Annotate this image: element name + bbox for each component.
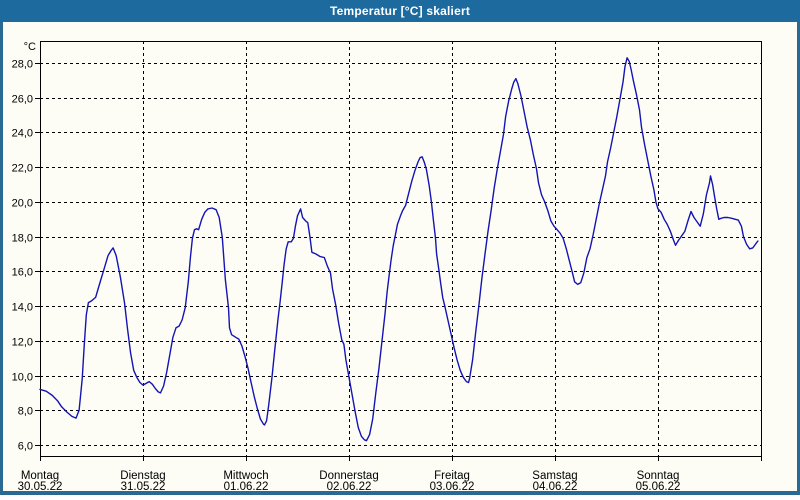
y-tick-label: 18,0	[12, 233, 33, 245]
y-tick-label: 28,0	[12, 59, 33, 71]
x-day-date-label: 05.06.22	[636, 481, 681, 493]
y-tick-label: 26,0	[12, 94, 33, 106]
x-day-date-label: 30.05.22	[18, 481, 63, 493]
x-day-name-label: Freitag	[434, 470, 470, 482]
y-tick-label: 6,0	[18, 441, 33, 453]
y-tick-label: 24,0	[12, 128, 33, 140]
x-day-name-label: Dienstag	[120, 470, 165, 482]
x-day-date-label: 31.05.22	[121, 481, 166, 493]
x-day-date-label: 02.06.22	[327, 481, 372, 493]
x-day-name-label: Mittwoch	[223, 470, 268, 482]
y-tick-label: 16,0	[12, 267, 33, 279]
x-day-date-label: 03.06.22	[430, 481, 475, 493]
x-day-date-label: 01.06.22	[224, 481, 269, 493]
window-title: Temperatur [°C] skaliert	[329, 4, 471, 18]
y-tick-label: 10,0	[12, 372, 33, 384]
y-tick-label: 14,0	[12, 302, 33, 314]
x-day-date-label: 04.06.22	[533, 481, 578, 493]
y-tick-label: 20,0	[12, 198, 33, 210]
x-day-name-label: Sonntag	[637, 470, 680, 482]
x-day-name-label: Samstag	[532, 470, 577, 482]
y-tick-label: 8,0	[18, 406, 33, 418]
window-titlebar[interactable]: Temperatur [°C] skaliert	[0, 0, 800, 22]
x-day-name-label: Montag	[21, 470, 59, 482]
temperature-series-line	[39, 57, 759, 442]
y-tick-label: 22,0	[12, 163, 33, 175]
plot-border	[40, 41, 762, 457]
y-tick-label: 12,0	[12, 337, 33, 349]
x-day-name-label: Donnerstag	[319, 470, 378, 482]
y-axis-unit-label: °C	[24, 41, 36, 53]
